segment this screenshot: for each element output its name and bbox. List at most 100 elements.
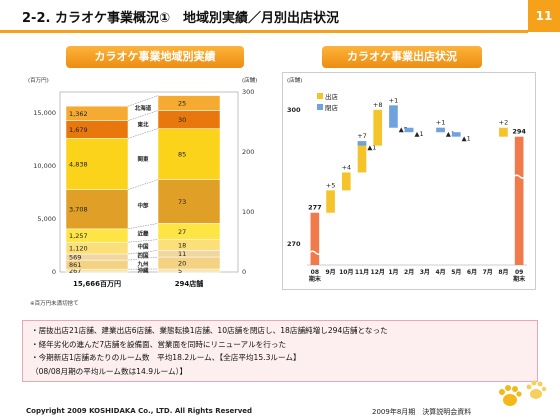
open-value-label: +2 bbox=[499, 119, 509, 127]
axis-break-mark bbox=[513, 174, 527, 179]
legend-close-swatch bbox=[317, 104, 323, 110]
store-segment bbox=[157, 128, 221, 180]
month-label: 1月 bbox=[388, 268, 398, 276]
store-segment bbox=[157, 95, 221, 111]
month-label: 3月 bbox=[420, 268, 430, 276]
region-label: 九州 bbox=[136, 260, 149, 268]
month-label: 期末 bbox=[512, 275, 526, 283]
store-segment bbox=[157, 268, 221, 273]
region-label: 近畿 bbox=[137, 230, 149, 238]
header: 2-2. カラオケ事業概況① 地域別実績／月別出店状況 11 bbox=[0, 0, 560, 33]
store-opening-chart: (店舗)270300出店閉店27708期末+59月+410月+7▲111月+81… bbox=[287, 76, 527, 283]
right-tick-label: 0 bbox=[242, 268, 246, 276]
legend-open-swatch bbox=[317, 93, 323, 99]
open-value-label: +1 bbox=[436, 119, 446, 127]
summary-line: （08/08月期の平均ルーム数は14.9ルーム）】 bbox=[31, 366, 188, 376]
regional-chart-box: (百万円) (店舗) 0 5,000 10,000 15,000 0 100 200 300 267… bbox=[26, 72, 278, 296]
sales-segment bbox=[65, 138, 129, 190]
open-value-label: +4 bbox=[341, 163, 351, 171]
month-label: 8月 bbox=[498, 268, 508, 276]
month-label: 2月 bbox=[404, 268, 414, 276]
open-value-label: +7 bbox=[357, 132, 367, 140]
left-tick-label: 5,000 bbox=[37, 215, 56, 223]
close-bar bbox=[357, 141, 367, 146]
category-label: 294店舗 bbox=[175, 279, 204, 288]
connector-line bbox=[127, 110, 159, 121]
close-bar bbox=[389, 105, 398, 128]
close-value-label: ▲1 bbox=[446, 130, 455, 138]
right-panel-title: カラオケ事業出店状況 bbox=[322, 46, 482, 68]
connector-line bbox=[127, 95, 159, 107]
sales-value-label: 1,362 bbox=[69, 110, 88, 118]
left-tick-label: 0 bbox=[52, 268, 56, 276]
sales-value-label: 4,838 bbox=[69, 160, 88, 168]
legend-open-label: 出店 bbox=[325, 92, 339, 101]
month-label: 10月 bbox=[339, 268, 353, 276]
connector-line bbox=[127, 128, 159, 139]
right-tick-label: 100 bbox=[242, 208, 254, 216]
total-value-label: 277 bbox=[308, 204, 322, 212]
footnote: ※百万円未満切捨て bbox=[30, 301, 79, 307]
right-tick-label: 300 bbox=[242, 88, 254, 96]
open-bar bbox=[357, 141, 367, 173]
sales-value-label: 267 bbox=[69, 267, 81, 275]
connector-line bbox=[127, 179, 159, 190]
open-value-label: +1 bbox=[389, 96, 399, 104]
connector-line bbox=[127, 256, 159, 261]
open-bar bbox=[341, 172, 351, 191]
total-bar bbox=[514, 136, 524, 265]
month-label: 7月 bbox=[483, 268, 493, 276]
region-label: 中国 bbox=[137, 243, 149, 251]
sales-value-label: 1,679 bbox=[69, 126, 88, 134]
summary-line: ・経年劣化の進んだ7店舗を設備面、営業面を同時にリニューアルを行った bbox=[31, 339, 287, 349]
legend-close-label: 閉店 bbox=[325, 103, 339, 112]
store-value-label: 20 bbox=[178, 260, 186, 268]
connector-line bbox=[127, 223, 159, 230]
close-value-label: ▲1 bbox=[414, 130, 423, 138]
right-tick-label: 200 bbox=[242, 148, 254, 156]
close-value-label: ▲5 bbox=[399, 126, 408, 134]
header-rule bbox=[0, 30, 528, 33]
header-bar bbox=[0, 0, 530, 30]
regional-sales-chart: (百万円) (店舗) 0 5,000 10,000 15,000 0 100 200 300 267… bbox=[28, 76, 257, 288]
right-axis-unit: (店舗) bbox=[242, 76, 257, 84]
sales-value-label: 3,708 bbox=[69, 206, 88, 214]
close-bar bbox=[404, 127, 414, 133]
page-number: 11 bbox=[528, 0, 560, 32]
month-label: 期末 bbox=[308, 275, 322, 283]
sales-segment bbox=[65, 105, 129, 121]
month-label: 9月 bbox=[325, 268, 335, 276]
summary-box: ・居抜出店21店舗、建業出店6店舗、業態転換1店舗、10店舗を閉店し、18店舗純… bbox=[22, 320, 538, 382]
open-value-label: +5 bbox=[326, 181, 336, 189]
sales-value-label: 569 bbox=[69, 254, 81, 262]
month-label: 12月 bbox=[371, 268, 385, 276]
month-label: 11月 bbox=[355, 268, 369, 276]
left-tick-label: 15,000 bbox=[33, 109, 56, 117]
close-value-label: ▲1 bbox=[462, 135, 471, 143]
store-segment bbox=[157, 110, 221, 129]
month-label: 08 bbox=[311, 269, 319, 276]
region-label: 東北 bbox=[137, 121, 149, 129]
left-tick-label: 10,000 bbox=[33, 162, 56, 170]
summary-line: ・居抜出店21店舗、建業出店6店舗、業態転換1店舗、10店舗を閉店し、18店舗純… bbox=[31, 326, 388, 335]
axis-break-mark bbox=[309, 250, 323, 255]
store-opening-chart-box: (店舗) 270 300 出店 閉店 277 08 期末 +5 9月 +4 10月 +7 ▲1 11月 +8 1… bbox=[282, 72, 536, 290]
region-label: 沖縄 bbox=[137, 267, 149, 275]
store-value-label: 85 bbox=[178, 151, 186, 159]
y-tick-label: 270 bbox=[287, 240, 301, 248]
open-bar bbox=[373, 109, 383, 146]
store-segment bbox=[157, 179, 221, 224]
summary-line: ・今期新店1店舗あたりのルーム数 平均18.2ルーム、【全店平均15.3ルーム】 bbox=[31, 353, 301, 362]
store-value-label: 25 bbox=[178, 100, 186, 108]
sales-value-label: 1,257 bbox=[69, 232, 88, 240]
open-bar bbox=[326, 190, 335, 213]
axis-unit: (店舗) bbox=[287, 76, 302, 84]
region-label: 関東 bbox=[137, 155, 149, 163]
region-label: 中部 bbox=[137, 201, 149, 209]
total-value-label: 294 bbox=[512, 128, 526, 136]
open-bar bbox=[499, 127, 508, 137]
store-segment bbox=[157, 250, 221, 258]
month-label: 09 bbox=[515, 269, 523, 276]
month-label: 5月 bbox=[451, 268, 461, 276]
